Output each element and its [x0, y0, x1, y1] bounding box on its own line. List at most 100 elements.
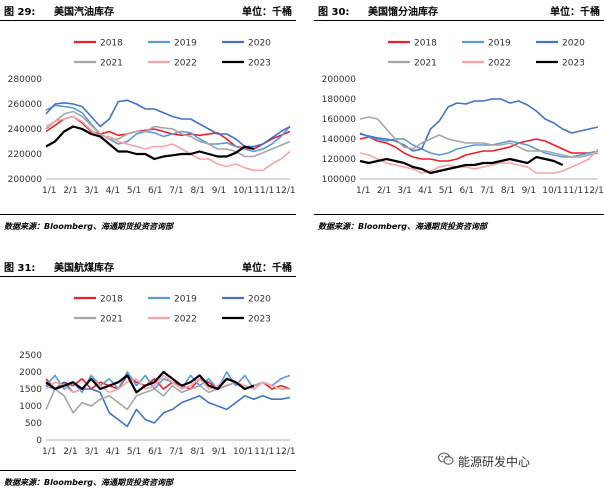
x-tick-label: 8/1: [501, 186, 515, 196]
x-tick-label: 9/1: [212, 447, 226, 457]
source-divider: [314, 214, 604, 215]
series-line-2023: [45, 125, 255, 161]
legend-label-2021: 2021: [100, 315, 123, 325]
y-tick-label: 240000: [8, 125, 43, 135]
x-tick-label: 11/1: [254, 447, 274, 457]
x-tick-label: 10/1: [233, 447, 253, 457]
legend-label-2019: 2019: [174, 295, 197, 305]
legend-label-2020: 2020: [248, 295, 271, 305]
x-tick-label: 4/1: [106, 447, 120, 457]
y-tick-label: 0: [36, 436, 42, 446]
x-tick-label: 8/1: [191, 447, 205, 457]
legend-label-2021: 2021: [100, 59, 123, 69]
chart-unit: 单位：千桶: [242, 263, 292, 274]
y-tick-label: 160000: [322, 115, 357, 125]
x-tick-label: 2/1: [63, 186, 77, 196]
chart-panel-gasoline: 图 29: 美国汽油库存 单位：千桶 2018 2019 2020 2021 2022 2…: [0, 0, 296, 240]
chart-title-bar: 图 30: 美国馏分油库存 单位：千桶: [314, 0, 604, 21]
legend-label-2020: 2020: [248, 39, 271, 49]
x-tick-label: 10/1: [233, 186, 253, 196]
x-tick-label: 2/1: [377, 186, 391, 196]
y-tick-label: 100000: [322, 175, 357, 185]
x-tick-label: 6/1: [148, 186, 162, 196]
series-line-2022: [45, 115, 291, 172]
y-tick-label: 2000: [19, 368, 42, 378]
x-tick-label: 12/1: [584, 186, 604, 196]
legend-label-2020: 2020: [562, 39, 585, 49]
y-tick-label: 200000: [322, 75, 357, 85]
legend-label-2018: 2018: [414, 39, 437, 49]
chart-source: 数据来源：Bloomberg、海通期货投资咨询部: [4, 478, 173, 487]
x-tick-label: 8/1: [191, 186, 205, 196]
series-line-2019: [45, 104, 291, 153]
x-tick-label: 7/1: [169, 447, 183, 457]
x-tick-label: 3/1: [397, 186, 411, 196]
x-tick-label: 6/1: [459, 186, 473, 196]
x-tick-label: 5/1: [439, 186, 453, 196]
x-tick-label: 12/1: [275, 447, 295, 457]
x-tick-label: 1/1: [356, 186, 370, 196]
x-tick-label: 10/1: [542, 186, 562, 196]
legend-label-2019: 2019: [488, 39, 511, 49]
source-divider: [0, 470, 296, 471]
x-tick-label: 12/1: [275, 186, 295, 196]
x-tick-label: 6/1: [148, 447, 162, 457]
line-chart-gasoline: 2018 2019 2020 2021 2022 2023 200000 220000 2400…: [8, 39, 296, 197]
chart-unit: 单位：千桶: [550, 7, 600, 18]
x-tick-label: 7/1: [169, 186, 183, 196]
chart-unit: 单位：千桶: [242, 7, 292, 18]
chart-source: 数据来源：Bloomberg、海通期货投资咨询部: [4, 222, 173, 231]
y-tick-label: 500: [25, 419, 42, 429]
y-tick-label: 200000: [8, 175, 43, 185]
x-tick-label: 11/1: [563, 186, 583, 196]
chart-title-bar: 图 29: 美国汽油库存 单位：千桶: [0, 0, 296, 21]
legend-label-2022: 2022: [488, 59, 511, 69]
x-tick-label: 9/1: [522, 186, 536, 196]
series-line-2018: [359, 136, 599, 162]
figure-number: 图 31:: [4, 263, 36, 274]
y-tick-label: 120000: [322, 155, 357, 165]
chart-panel-distillate: 图 30: 美国馏分油库存 单位：千桶 2018 2019 2020 2021 2022…: [314, 0, 604, 240]
figure-number: 图 29:: [4, 7, 36, 18]
chart-title: 美国汽油库存: [54, 7, 114, 18]
y-tick-label: 280000: [8, 75, 43, 85]
series-line-2023: [359, 155, 564, 175]
x-tick-label: 11/1: [254, 186, 274, 196]
y-tick-label: 1500: [19, 385, 42, 395]
legend-label-2023: 2023: [248, 315, 271, 325]
series-line-2023: [45, 370, 255, 394]
chart-title: 美国馏分油库存: [368, 7, 438, 18]
x-tick-label: 1/1: [42, 447, 56, 457]
y-tick-label: 180000: [322, 95, 357, 105]
wechat-icon: [438, 452, 454, 465]
x-tick-label: 5/1: [127, 447, 141, 457]
figure-number: 图 30:: [318, 7, 350, 18]
y-tick-label: 220000: [8, 150, 43, 160]
x-tick-label: 4/1: [106, 186, 120, 196]
x-tick-label: 7/1: [480, 186, 494, 196]
legend-label-2022: 2022: [174, 315, 197, 325]
series-line-2020: [45, 381, 291, 428]
series-line-2022: [359, 148, 599, 174]
legend-label-2018: 2018: [100, 295, 123, 305]
series-line-2021: [45, 110, 291, 158]
legend-label-2023: 2023: [562, 59, 585, 69]
x-tick-label: 9/1: [212, 186, 226, 196]
legend-label-2023: 2023: [248, 59, 271, 69]
x-tick-label: 5/1: [127, 186, 141, 196]
y-tick-label: 1000: [19, 402, 42, 412]
series-line-2021: [359, 116, 599, 158]
x-tick-label: 2/1: [63, 447, 77, 457]
legend-label-2022: 2022: [174, 59, 197, 69]
x-tick-label: 3/1: [84, 186, 98, 196]
chart-source: 数据来源：Bloomberg、海通期货投资咨询部: [318, 222, 487, 231]
watermark-text: 能源研发中心: [458, 455, 531, 469]
series-line-2019: [359, 132, 599, 158]
source-divider: [0, 214, 296, 215]
x-tick-label: 4/1: [418, 186, 432, 196]
y-tick-label: 140000: [322, 135, 357, 145]
legend-label-2021: 2021: [414, 59, 437, 69]
x-tick-label: 1/1: [42, 186, 56, 196]
chart-title-bar: 图 31: 美国航煤库存 单位：千桶: [0, 256, 296, 277]
series-line-2020: [45, 99, 291, 148]
